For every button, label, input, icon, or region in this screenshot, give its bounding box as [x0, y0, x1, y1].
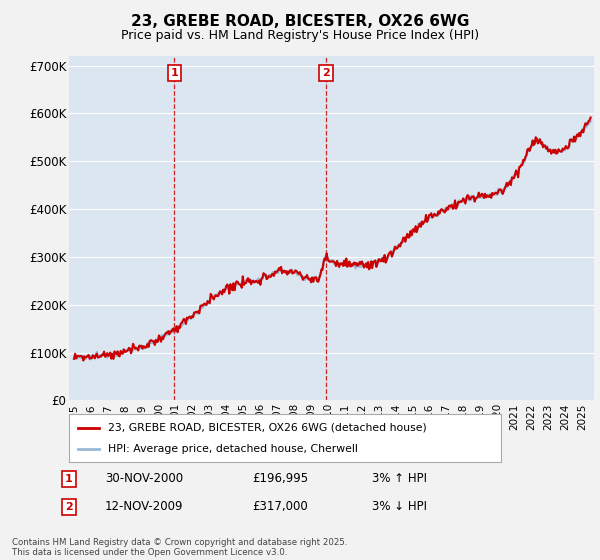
Text: 12-NOV-2009: 12-NOV-2009	[105, 500, 184, 514]
Text: 3% ↑ HPI: 3% ↑ HPI	[372, 472, 427, 486]
Text: 2: 2	[322, 68, 330, 78]
Text: 23, GREBE ROAD, BICESTER, OX26 6WG: 23, GREBE ROAD, BICESTER, OX26 6WG	[131, 14, 469, 29]
Text: £196,995: £196,995	[252, 472, 308, 486]
Text: HPI: Average price, detached house, Cherwell: HPI: Average price, detached house, Cher…	[108, 444, 358, 454]
Text: 1: 1	[170, 68, 178, 78]
Text: 30-NOV-2000: 30-NOV-2000	[105, 472, 183, 486]
Text: 1: 1	[65, 474, 73, 484]
Text: Contains HM Land Registry data © Crown copyright and database right 2025.
This d: Contains HM Land Registry data © Crown c…	[12, 538, 347, 557]
Text: 2: 2	[65, 502, 73, 512]
Text: Price paid vs. HM Land Registry's House Price Index (HPI): Price paid vs. HM Land Registry's House …	[121, 29, 479, 42]
Text: £317,000: £317,000	[252, 500, 308, 514]
Text: 23, GREBE ROAD, BICESTER, OX26 6WG (detached house): 23, GREBE ROAD, BICESTER, OX26 6WG (deta…	[108, 423, 427, 433]
Text: 3% ↓ HPI: 3% ↓ HPI	[372, 500, 427, 514]
